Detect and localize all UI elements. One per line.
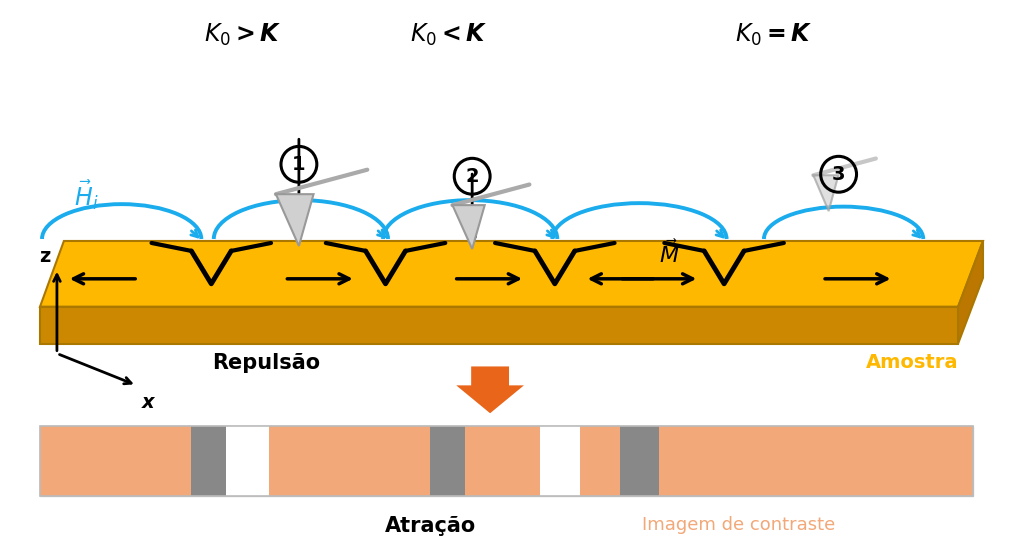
Bar (40, 426, 191, 496)
Bar (269, 426, 430, 496)
Bar (540, 426, 580, 496)
Text: 1: 1 (292, 155, 306, 174)
Polygon shape (813, 175, 839, 211)
Bar (40, 426, 973, 496)
Bar (430, 426, 465, 496)
Text: 3: 3 (831, 165, 846, 184)
FancyArrow shape (457, 366, 524, 413)
Polygon shape (40, 307, 958, 344)
Text: 2: 2 (465, 167, 479, 186)
Text: Amostra: Amostra (865, 353, 958, 373)
Text: $\vec{M}$: $\vec{M}$ (659, 240, 680, 267)
Bar (659, 426, 973, 496)
Text: Imagem de contraste: Imagem de contraste (642, 516, 836, 534)
Text: $\boldsymbol{x}$: $\boldsymbol{x}$ (140, 393, 157, 412)
Text: z: z (39, 247, 50, 266)
Text: Repulsão: Repulsão (212, 353, 321, 373)
Bar (40, 426, 973, 496)
Bar (226, 426, 269, 496)
Text: $\boldsymbol{K_0 > K}$: $\boldsymbol{K_0 > K}$ (205, 22, 282, 48)
Text: $\boldsymbol{K_0 = K}$: $\boldsymbol{K_0 = K}$ (735, 22, 813, 48)
Text: $\boldsymbol{K_0 < K}$: $\boldsymbol{K_0 < K}$ (410, 22, 487, 48)
Bar (191, 426, 226, 496)
Text: Atração: Atração (385, 516, 476, 536)
Polygon shape (958, 241, 983, 344)
Bar (465, 426, 540, 496)
Bar (620, 426, 659, 496)
Text: $\vec{H}_i$: $\vec{H}_i$ (74, 179, 98, 212)
Bar (580, 426, 620, 496)
Polygon shape (40, 241, 983, 307)
Polygon shape (453, 205, 484, 249)
Polygon shape (275, 194, 313, 246)
